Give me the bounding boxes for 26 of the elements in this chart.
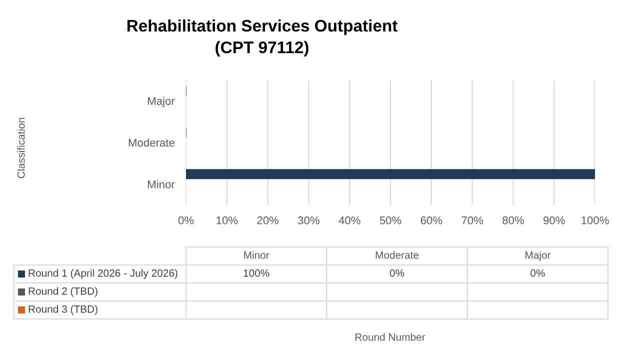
text: Classification: [17, 118, 25, 178]
legend-label: Round 2 (TBD): [28, 287, 98, 297]
x-tick-label: 40%: [338, 216, 360, 224]
text: 0%: [530, 269, 545, 277]
chart-title: Rehabilitation Services Outpatient (CPT 97112): [127, 19, 398, 57]
x-tick-label: 10%: [216, 216, 238, 224]
y-tick-label: Minor: [148, 180, 175, 188]
x-tick-label: 90%: [544, 216, 565, 224]
x-tick-label: 80%: [502, 216, 524, 224]
x-tick-label: 100%: [582, 216, 609, 224]
x-tick-label: 70%: [462, 216, 484, 224]
text: 100%: [244, 269, 270, 277]
x-tick-label: 50%: [380, 216, 402, 224]
category-label: Moderate: [376, 251, 419, 259]
category-label: Major: [526, 251, 551, 261]
text: 0%: [390, 269, 404, 277]
x-tick-label: 60%: [420, 216, 442, 224]
legend-label: Round 1 (April 2026 - July 2026): [28, 269, 178, 279]
y-tick-label: Major: [148, 96, 175, 108]
y-tick-label: Moderate: [128, 138, 174, 147]
x-tick-label: 0%: [178, 216, 194, 224]
text: Round Number: [356, 333, 426, 341]
x-tick-label: 30%: [298, 216, 320, 224]
x-tick-label: 20%: [257, 216, 279, 224]
category-label: Minor: [244, 251, 270, 259]
legend-label: Round 3 (TBD): [28, 305, 98, 315]
